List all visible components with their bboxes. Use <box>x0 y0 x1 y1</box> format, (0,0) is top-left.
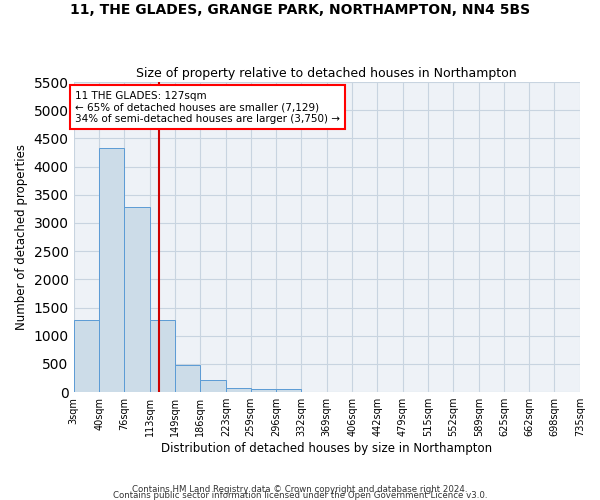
Bar <box>74 320 99 392</box>
Bar <box>99 148 124 392</box>
Bar <box>124 206 149 392</box>
Y-axis label: Number of detached properties: Number of detached properties <box>15 144 28 330</box>
Title: Size of property relative to detached houses in Northampton: Size of property relative to detached ho… <box>136 66 517 80</box>
Bar <box>149 320 175 392</box>
X-axis label: Distribution of detached houses by size in Northampton: Distribution of detached houses by size … <box>161 442 493 455</box>
Text: Contains public sector information licensed under the Open Government Licence v3: Contains public sector information licen… <box>113 491 487 500</box>
Text: 11, THE GLADES, GRANGE PARK, NORTHAMPTON, NN4 5BS: 11, THE GLADES, GRANGE PARK, NORTHAMPTON… <box>70 2 530 16</box>
Bar <box>200 380 226 392</box>
Text: Contains HM Land Registry data © Crown copyright and database right 2024.: Contains HM Land Registry data © Crown c… <box>132 485 468 494</box>
Bar <box>175 365 200 392</box>
Text: 11 THE GLADES: 127sqm
← 65% of detached houses are smaller (7,129)
34% of semi-d: 11 THE GLADES: 127sqm ← 65% of detached … <box>75 90 340 124</box>
Bar <box>226 388 251 392</box>
Bar <box>276 390 301 392</box>
Bar <box>251 388 276 392</box>
